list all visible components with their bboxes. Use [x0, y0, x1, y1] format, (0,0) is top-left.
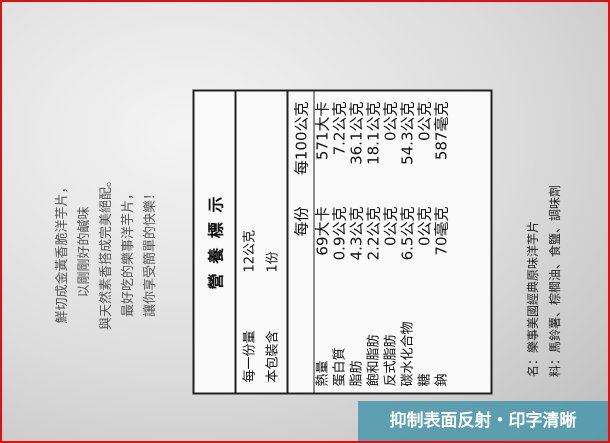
nutrient-cell: 0公克 — [381, 206, 400, 247]
nutrient-cell: 70毫克 — [432, 206, 451, 256]
nutrient-row: 脂肪 4.3公克 36.1公克 — [347, 92, 366, 393]
nutrient-cell: 反式脂肪 — [383, 334, 399, 387]
nutrient-row: 熱量 69大卡 571大卡 — [313, 92, 332, 393]
nutrient-cell: 54.3公克 — [398, 101, 417, 165]
nutrient-cell: 蛋白質 — [332, 347, 348, 387]
nutrient-row: 糖 0公克 0公克 — [415, 92, 434, 393]
nutrient-cell: 碳水化合物 — [400, 321, 416, 387]
nutrient-row: 飽和脂肪 2.2公克 18.1公克 — [364, 92, 383, 393]
nutrition-label: 營 養 標 示 每一份量 12公克本包裝含 1份 每份 每100公克 熱量 69大卡 5… — [192, 89, 493, 395]
serving-cell: 每一份量 — [242, 330, 258, 383]
serving-row: 本包裝含 1份 — [260, 92, 283, 393]
ingredients: 名：樂事美國經典原味洋芋片 料：馬鈴薯、棕櫚油、食鹽、調味劑 — [522, 97, 602, 377]
nutrient-cell: 0公克 — [415, 101, 434, 142]
caption: 抑制表面反射・印字清晰 — [358, 401, 608, 441]
nutrient-cell: 0公克 — [415, 206, 434, 247]
slogan-line: 讓你享受簡單的快樂！ — [143, 187, 158, 318]
serving-row: 每一份量 12公克 — [237, 92, 260, 393]
label-title: 營 養 標 示 — [194, 91, 237, 393]
slogan-line: 最好吃的樂事洋芋片， — [121, 187, 136, 318]
nutrient-cell: 36.1公克 — [347, 101, 366, 165]
nutrient-cell: 18.1公克 — [364, 101, 383, 165]
slogan-line: 以剛剛好的鹹味 — [77, 206, 92, 298]
nutrient-cell: 571大卡 — [313, 101, 332, 161]
slogan-line: 與天然素香搭成完美絕配。 — [99, 174, 114, 331]
nutrient-rows: 熱量 69大卡 571大卡 蛋白質 0.9公克 7.2公克 脂肪 4.3公克 36.1公克 飽和脂… — [313, 92, 451, 393]
serving-cell: 12公克 — [242, 229, 258, 273]
nutrient-cell: 587毫克 — [432, 101, 451, 161]
ingredient-line: 名：樂事美國經典原味洋芋片 — [526, 220, 540, 377]
nutrient-row: 蛋白質 0.9公克 7.2公克 — [330, 92, 349, 393]
nutrient-row: 反式脂肪 0公克 0公克 — [381, 92, 400, 393]
nutrient-row: 鈉 70毫克 587毫克 — [432, 92, 451, 393]
nutrient-cell: 0.9公克 — [330, 206, 349, 261]
nutrient-cell: 4.3公克 — [347, 206, 366, 261]
serving-cell: 本包裝含 — [265, 330, 281, 383]
slogan: 鮮切成金黃香脆洋芋片， 以剛剛好的鹹味 與天然素香搭成完美絕配。 最好吃的樂事洋芋片，… — [52, 102, 162, 402]
header-cell: 每100公克 — [292, 101, 311, 176]
nutrient-cell: 鈉 — [434, 373, 450, 387]
slogan-line: 鮮切成金黃香脆洋芋片， — [55, 180, 70, 324]
nutrient-row: 碳水化合物 6.5公克 54.3公克 — [398, 92, 417, 393]
nutrient-cell: 糖 — [417, 373, 433, 387]
nutrient-cell: 6.5公克 — [398, 206, 417, 261]
nutrient-cell: 脂肪 — [349, 360, 365, 387]
serving-info: 每一份量 12公克本包裝含 1份 — [237, 92, 283, 393]
nutrient-cell: 0公克 — [381, 101, 400, 142]
ingredient-line: 料：馬鈴薯、棕櫚油、食鹽、調味劑 — [548, 184, 562, 377]
nutrient-cell: 7.2公克 — [330, 101, 349, 156]
nutrient-cell: 熱量 — [315, 360, 331, 387]
column-header: 每份 每100公克 — [286, 91, 315, 393]
nutrient-cell: 飽和脂肪 — [366, 334, 382, 387]
nutrient-cell: 2.2公克 — [364, 206, 383, 261]
header-cell: 每份 — [292, 206, 311, 237]
serving-cell: 1份 — [265, 251, 281, 273]
nutrient-cell: 69大卡 — [313, 206, 332, 256]
